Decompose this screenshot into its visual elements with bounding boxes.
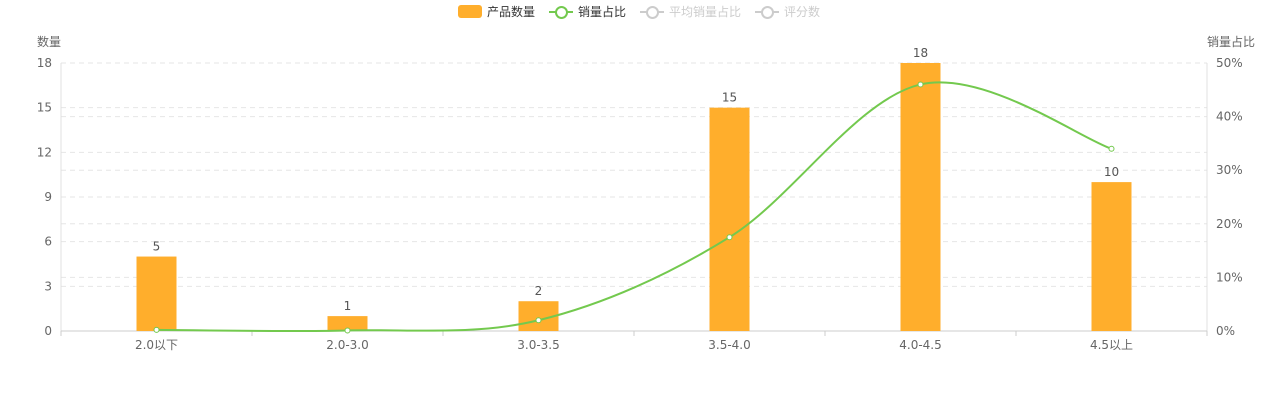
line-sales-share[interactable] [156, 81, 1112, 333]
y-left-tick-label: 9 [44, 190, 52, 204]
y-axis-left-title: 数量 [37, 34, 61, 49]
legend-label: 销量占比 [577, 5, 626, 19]
line-point-sales-share[interactable] [153, 326, 160, 333]
bar-value-label: 1 [344, 299, 352, 313]
legend-line-swatch [640, 5, 664, 19]
legend-label: 平均销量占比 [669, 5, 742, 19]
y-right-tick-label: 30% [1216, 163, 1243, 177]
line-point-sales-share[interactable] [344, 327, 351, 334]
legend-line-swatch [755, 5, 780, 19]
legend-item[interactable]: 评分数 [755, 3, 820, 20]
line-point-sales-share[interactable] [917, 81, 924, 88]
y-axis-right-title: 销量占比 [1207, 34, 1255, 49]
bar-value-label: 15 [722, 91, 737, 105]
x-category-label: 2.0以下 [135, 338, 178, 352]
bar-value-label: 10 [1104, 165, 1119, 179]
bar-value-label: 2 [535, 284, 543, 298]
x-category-label: 3.5-4.0 [708, 338, 751, 352]
legend-label: 产品数量 [486, 5, 535, 19]
y-left-tick-label: 6 [44, 235, 52, 249]
bar-product-count[interactable] [709, 107, 750, 332]
x-category-label: 2.0-3.0 [326, 338, 369, 352]
x-category-label: 4.0-4.5 [899, 338, 942, 352]
y-left-tick-label: 18 [37, 56, 52, 70]
legend-item[interactable]: 平均销量占比 [640, 3, 741, 20]
x-category-label: 4.5以上 [1090, 338, 1133, 352]
y-right-tick-label: 0% [1216, 324, 1235, 338]
legend-item[interactable]: 产品数量 [457, 3, 535, 20]
legend: 产品数量 销量占比 平均销量占比 评分数 [0, 3, 1278, 20]
line-point-sales-share[interactable] [726, 234, 733, 241]
bar-value-label: 18 [913, 46, 928, 60]
bar-product-count[interactable] [1091, 182, 1132, 331]
y-left-tick-label: 12 [37, 145, 52, 159]
line-point-sales-share[interactable] [1108, 145, 1115, 152]
legend-line-swatch [548, 5, 573, 19]
legend-item[interactable]: 销量占比 [548, 3, 626, 20]
y-right-tick-label: 10% [1216, 270, 1243, 284]
y-right-tick-label: 50% [1216, 56, 1243, 70]
legend-label: 评分数 [784, 5, 821, 19]
legend-bar-swatch [457, 5, 482, 18]
y-left-tick-label: 15 [37, 101, 52, 115]
y-right-tick-label: 40% [1216, 110, 1243, 124]
bar-product-count[interactable] [136, 256, 177, 331]
bar-product-count[interactable] [900, 63, 941, 331]
x-category-label: 3.0-3.5 [517, 338, 560, 352]
y-left-tick-label: 0 [44, 324, 52, 338]
y-right-tick-label: 20% [1216, 217, 1243, 231]
bar-product-count[interactable] [327, 316, 368, 331]
y-left-tick-label: 3 [44, 279, 52, 293]
line-point-sales-share[interactable] [535, 317, 542, 324]
bar-value-label: 5 [153, 240, 161, 254]
